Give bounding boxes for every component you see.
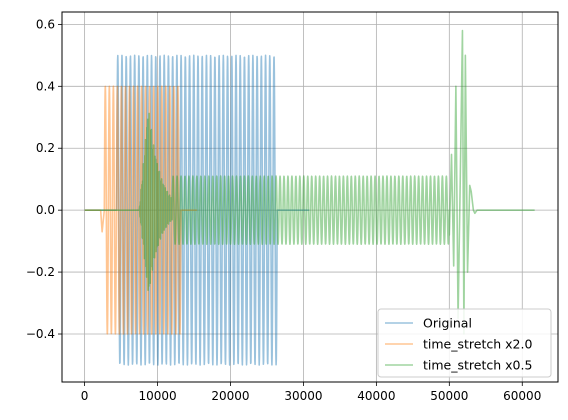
x-axis: 0 10000 20000 30000 40000 50000 60000 xyxy=(81,382,541,403)
y-tick-label: −0.2 xyxy=(26,265,55,279)
y-axis: −0.4 −0.2 0.0 0.2 0.4 0.6 xyxy=(26,17,62,341)
legend-label: time_stretch x0.5 xyxy=(423,358,532,373)
x-tick-label: 0 xyxy=(81,389,89,403)
series-layer xyxy=(84,29,535,366)
series-time-stretch-x2 xyxy=(84,85,197,335)
x-tick-label: 60000 xyxy=(503,389,541,403)
series-original xyxy=(84,54,310,366)
y-tick-label: −0.4 xyxy=(26,327,55,341)
legend: Original time_stretch x2.0 time_stretch x0… xyxy=(377,308,552,378)
x-tick-label: 30000 xyxy=(284,389,322,403)
plot-frame xyxy=(61,11,559,383)
legend-label: time_stretch x2.0 xyxy=(423,337,532,352)
x-tick-label: 50000 xyxy=(430,389,468,403)
y-tick-label: 0.6 xyxy=(36,17,55,31)
series-time-stretch-x0-5 xyxy=(84,29,535,335)
x-tick-label: 10000 xyxy=(138,389,176,403)
y-tick-label: 0.4 xyxy=(36,79,55,93)
legend-box xyxy=(377,308,552,378)
x-tick-label: 40000 xyxy=(357,389,395,403)
legend-label: Original xyxy=(423,316,472,331)
y-tick-label: 0.2 xyxy=(36,141,55,155)
x-tick-label: 20000 xyxy=(211,389,249,403)
y-tick-label: 0.0 xyxy=(36,203,55,217)
